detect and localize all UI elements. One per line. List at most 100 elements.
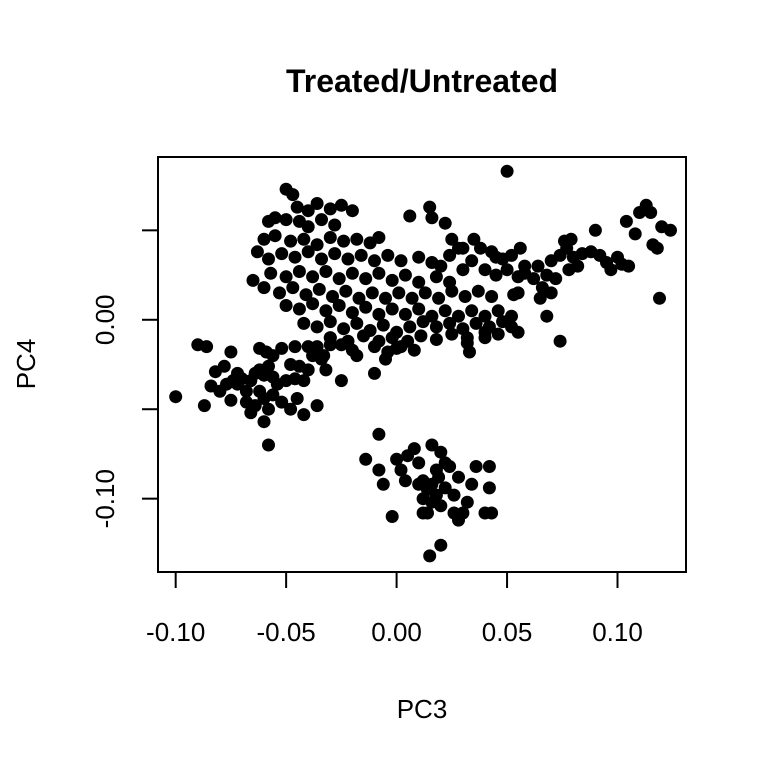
data-point: [432, 470, 446, 484]
data-point: [262, 438, 275, 452]
data-point: [438, 456, 452, 470]
data-point: [290, 392, 304, 405]
x-tick-label: -0.10: [146, 617, 205, 647]
data-point: [257, 232, 271, 246]
data-point: [217, 359, 231, 373]
data-point: [500, 164, 514, 178]
data-point: [429, 270, 443, 284]
data-point: [527, 272, 541, 286]
data-point: [345, 204, 359, 218]
data-point: [416, 315, 430, 329]
data-point: [474, 241, 487, 255]
data-point: [310, 197, 324, 210]
data-point: [456, 263, 470, 277]
data-point: [429, 320, 443, 334]
data-point: [372, 427, 386, 441]
data-point: [438, 216, 452, 230]
data-point: [334, 338, 348, 352]
data-point: [485, 290, 499, 303]
data-point: [379, 352, 392, 366]
data-point: [220, 377, 233, 391]
data-point: [469, 316, 483, 330]
data-point: [257, 415, 271, 429]
data-points: [169, 164, 677, 563]
data-point: [266, 388, 280, 402]
data-point: [312, 282, 326, 296]
data-point: [390, 341, 404, 355]
data-point: [385, 510, 399, 523]
data-point: [414, 329, 428, 343]
data-point: [197, 399, 211, 413]
data-point: [619, 214, 633, 228]
data-point: [350, 232, 364, 246]
data-point: [398, 268, 412, 282]
data-point: [500, 263, 514, 277]
data-point: [224, 393, 238, 407]
data-point: [264, 266, 278, 280]
data-point: [456, 241, 470, 255]
data-point: [664, 223, 677, 237]
data-point: [319, 363, 333, 377]
y-tick-label: -0.10: [90, 469, 120, 528]
x-axis-label: PC3: [397, 694, 448, 724]
data-point: [224, 345, 238, 359]
data-point: [345, 266, 359, 280]
data-point: [653, 291, 666, 305]
data-point: [394, 463, 408, 477]
data-point: [407, 442, 421, 456]
data-point: [376, 477, 390, 491]
data-point: [429, 333, 443, 346]
data-point: [288, 340, 302, 354]
data-point: [297, 408, 311, 422]
data-point: [385, 302, 399, 316]
data-point: [412, 275, 426, 289]
data-point: [368, 254, 381, 268]
data-point: [458, 290, 472, 303]
data-point: [306, 270, 320, 284]
data-point: [558, 234, 571, 248]
data-point: [323, 315, 337, 329]
data-point: [489, 268, 503, 282]
data-point: [239, 384, 253, 398]
data-point: [310, 238, 324, 252]
data-point: [268, 229, 282, 243]
data-point: [332, 299, 346, 312]
data-point: [398, 474, 412, 488]
data-point: [412, 477, 426, 491]
data-point: [644, 206, 658, 219]
data-point: [359, 272, 373, 286]
data-point: [301, 245, 315, 259]
data-point: [465, 477, 479, 491]
data-point: [398, 307, 412, 321]
data-point: [447, 506, 461, 520]
data-point: [588, 223, 602, 237]
data-point: [266, 349, 280, 363]
data-point: [354, 248, 368, 262]
data-point: [471, 284, 485, 298]
data-point: [485, 506, 499, 520]
data-point: [533, 291, 547, 305]
data-point: [301, 363, 315, 377]
data-point: [418, 286, 432, 300]
data-point: [460, 495, 474, 509]
data-point: [372, 266, 386, 280]
data-point: [412, 456, 426, 470]
data-point: [544, 286, 558, 300]
data-point: [478, 263, 492, 277]
data-point: [323, 202, 337, 216]
data-point: [571, 259, 585, 273]
data-point: [248, 399, 262, 413]
data-point: [394, 254, 408, 268]
data-point: [268, 211, 282, 225]
data-point: [505, 248, 518, 262]
data-point: [275, 341, 289, 355]
data-point: [365, 286, 379, 300]
data-point: [284, 234, 298, 248]
x-tick-label: -0.05: [257, 617, 316, 647]
data-point: [392, 286, 406, 300]
data-point: [319, 265, 333, 278]
data-point: [297, 374, 311, 388]
data-point: [491, 304, 505, 318]
data-point: [447, 488, 461, 502]
